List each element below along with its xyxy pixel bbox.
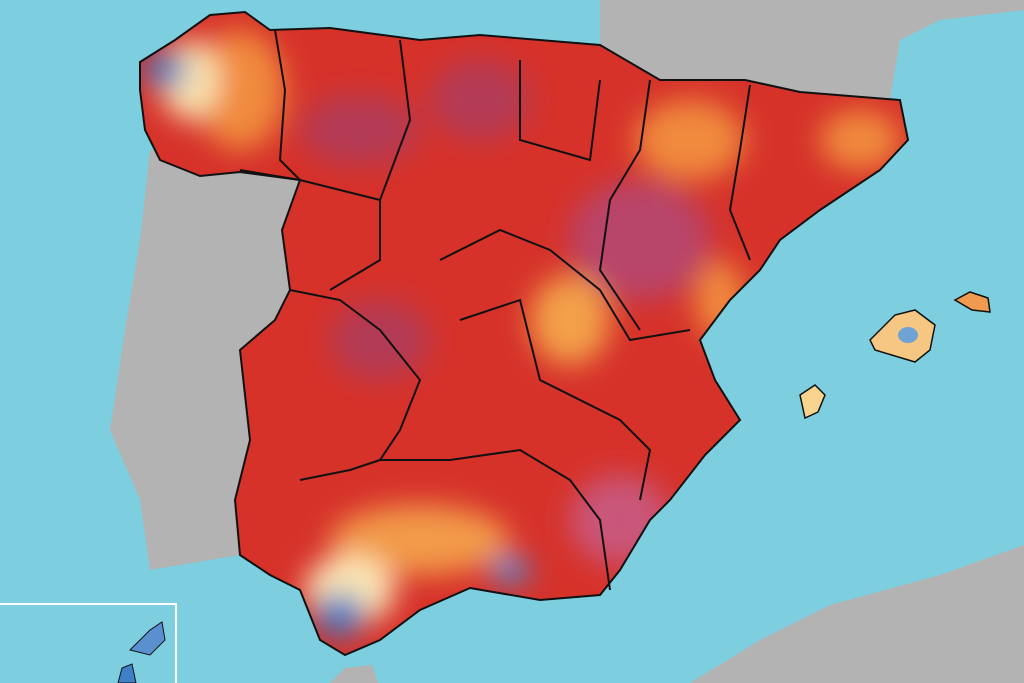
anomaly-area [143,52,187,88]
anomaly-area [570,180,710,300]
anomaly-area [635,100,745,180]
africa [690,545,1024,683]
anomaly-area [490,556,530,584]
anomaly-area [530,275,610,365]
portugal [110,150,300,570]
anomaly-area [315,593,365,637]
border [459,298,652,501]
ibiza [799,384,826,420]
ceuta [330,665,378,683]
border [728,84,751,261]
canary-inset [0,603,177,683]
anomaly-area [898,327,918,343]
temperature-field [143,30,900,637]
menorca [953,291,991,313]
anomaly-area [330,300,430,380]
anomaly-area [430,60,530,140]
canary-island [117,663,137,683]
border [274,29,301,181]
border [439,228,691,342]
france [600,0,1024,100]
anomaly-area [195,30,285,150]
border [289,289,422,481]
border [519,60,601,162]
canary-island [129,621,166,656]
anomaly-area [300,95,420,165]
anomaly-area [820,110,900,170]
coastline [139,10,910,657]
border [598,79,651,331]
border [380,448,611,591]
anomaly-area [330,505,510,575]
